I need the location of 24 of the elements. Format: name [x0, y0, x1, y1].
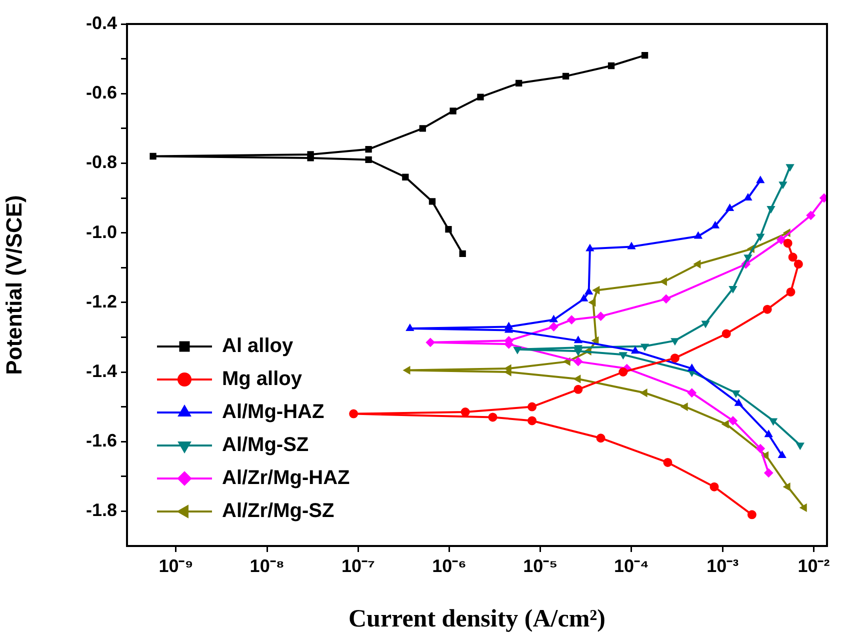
y-tick-label: -1.4 [86, 360, 117, 381]
x-tick-label: 10⁻⁷ [341, 556, 375, 576]
y-tick-label: -1.6 [86, 430, 117, 451]
x-axis-title: Current density (A/cm²) [348, 605, 606, 632]
x-tick-label: 10⁻⁴ [614, 556, 649, 576]
y-tick-label: -1.2 [86, 291, 117, 312]
x-tick-label: 10⁻³ [706, 556, 739, 576]
x-tick-label: 10⁻⁸ [250, 556, 284, 576]
legend-label: Al/Mg-HAZ [222, 401, 324, 424]
x-tick-label: 10⁻⁵ [523, 556, 558, 576]
legend-label: Al/Zr/Mg-HAZ [222, 467, 350, 490]
x-tick-label: 10⁻² [798, 556, 830, 576]
x-tick-label: 10⁻⁹ [158, 556, 194, 576]
y-tick-label: -0.8 [86, 152, 117, 172]
y-tick-label: -1.0 [86, 222, 117, 242]
legend-label: Mg alloy [222, 368, 303, 390]
legend-label: Al/Zr/Mg-SZ [222, 500, 334, 522]
y-tick-label: -0.6 [86, 82, 117, 103]
legend-label: Al alloy [222, 335, 294, 358]
y-tick-label: -0.4 [86, 12, 117, 33]
legend-label: Al/Mg-SZ [222, 434, 309, 456]
y-tick-label: -1.8 [86, 500, 117, 520]
y-axis-title: Potential (V/SCE) [1, 195, 26, 375]
x-tick-label: 10⁻⁶ [432, 556, 466, 576]
